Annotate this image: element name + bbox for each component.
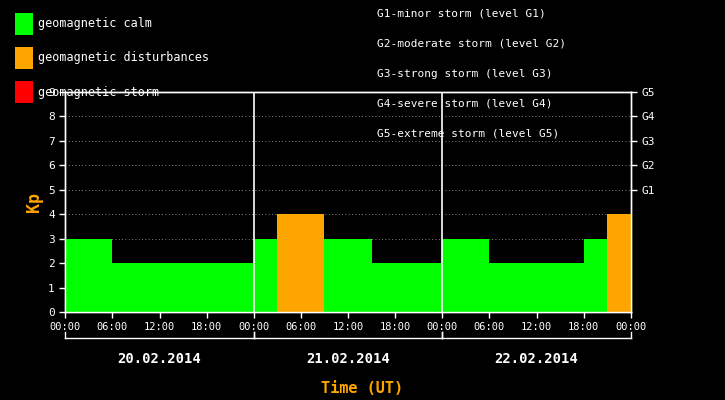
Bar <box>489 263 513 312</box>
Bar <box>160 263 183 312</box>
Text: G4-severe storm (level G4): G4-severe storm (level G4) <box>377 99 552 109</box>
Text: geomagnetic disturbances: geomagnetic disturbances <box>38 52 210 64</box>
Bar <box>631 214 654 312</box>
Bar <box>536 263 560 312</box>
Bar <box>465 239 489 312</box>
Bar <box>418 263 442 312</box>
Bar <box>513 263 536 312</box>
Bar <box>112 263 136 312</box>
Bar <box>88 239 112 312</box>
Bar <box>584 239 607 312</box>
Bar <box>607 214 631 312</box>
Y-axis label: Kp: Kp <box>25 192 43 212</box>
Bar <box>560 263 584 312</box>
Text: 22.02.2014: 22.02.2014 <box>494 352 579 366</box>
Text: geomagnetic storm: geomagnetic storm <box>38 86 160 98</box>
Bar <box>324 239 348 312</box>
Text: 21.02.2014: 21.02.2014 <box>306 352 390 366</box>
Text: G2-moderate storm (level G2): G2-moderate storm (level G2) <box>377 39 566 49</box>
Text: 20.02.2014: 20.02.2014 <box>117 352 202 366</box>
Text: G1-minor storm (level G1): G1-minor storm (level G1) <box>377 9 546 19</box>
Bar <box>442 239 465 312</box>
Text: G3-strong storm (level G3): G3-strong storm (level G3) <box>377 69 552 79</box>
Text: geomagnetic calm: geomagnetic calm <box>38 18 152 30</box>
Bar <box>277 214 301 312</box>
Bar <box>136 263 160 312</box>
Bar <box>183 263 207 312</box>
Bar <box>395 263 418 312</box>
Bar <box>371 263 395 312</box>
Bar <box>348 239 371 312</box>
Bar <box>207 263 230 312</box>
Bar <box>301 214 324 312</box>
Text: Time (UT): Time (UT) <box>321 381 404 396</box>
Bar <box>65 239 88 312</box>
Bar <box>230 263 254 312</box>
Bar <box>254 239 277 312</box>
Text: G5-extreme storm (level G5): G5-extreme storm (level G5) <box>377 129 559 139</box>
